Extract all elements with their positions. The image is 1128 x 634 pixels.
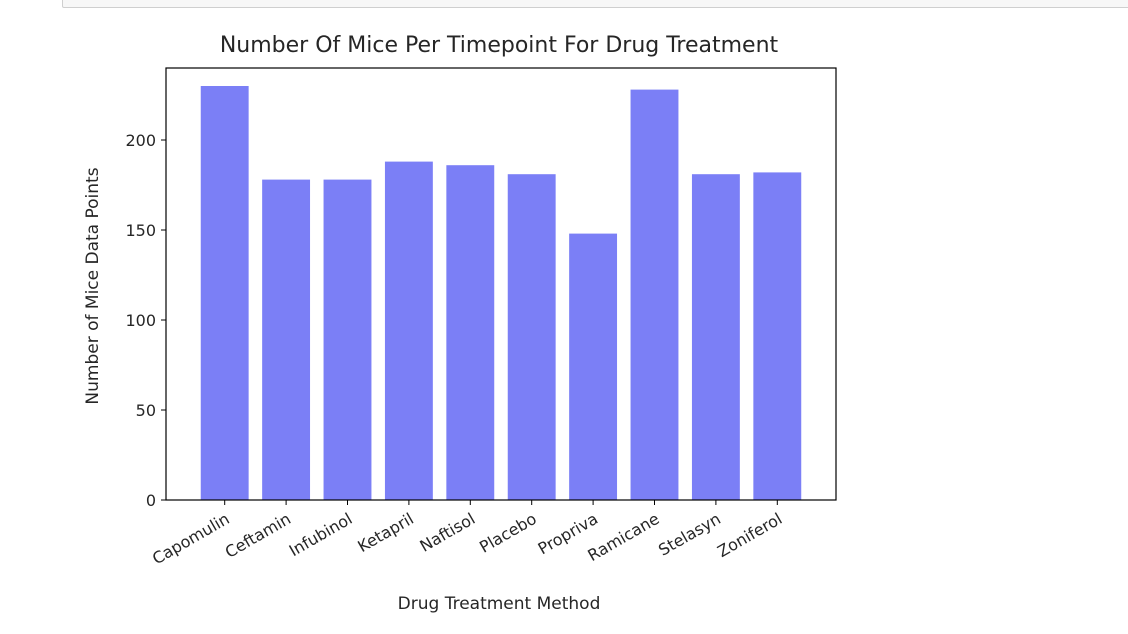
- bars-group: [200, 86, 802, 500]
- x-tick-label: Zoniferol: [714, 509, 785, 561]
- notebook-cell-border: [62, 0, 1128, 8]
- x-tick-label: Infubinol: [286, 509, 356, 560]
- x-tick-label: Stelasyn: [655, 509, 724, 560]
- y-tick-label: 150: [125, 221, 156, 240]
- bar-capomulin: [200, 86, 249, 500]
- x-tick-label: Placebo: [476, 509, 540, 557]
- bar-ketapril: [384, 161, 433, 500]
- plot-frame: [165, 67, 837, 501]
- chart-title: Number Of Mice Per Timepoint For Drug Tr…: [220, 33, 779, 58]
- x-tick-label: Ceftamin: [222, 509, 294, 562]
- bar-naftisol: [446, 165, 495, 500]
- x-axis-label: Drug Treatment Method: [398, 594, 601, 614]
- x-tick-label: Naftisol: [416, 509, 478, 556]
- x-tick-label: Capomulin: [149, 509, 233, 568]
- y-tick-label: 0: [146, 491, 156, 510]
- x-tick-label: Ketapril: [354, 509, 417, 556]
- bar-infubinol: [323, 179, 372, 500]
- y-tick-label: 50: [136, 401, 156, 420]
- bar-ramicane: [630, 89, 679, 500]
- bar-placebo: [507, 174, 556, 500]
- bar-zoniferol: [753, 172, 802, 500]
- bar-stelasyn: [691, 174, 740, 500]
- y-tick-label: 100: [125, 311, 156, 330]
- y-tick-label: 200: [125, 131, 156, 150]
- y-axis-label: Number of Mice Data Points: [83, 167, 103, 404]
- y-axis-ticks: 0 50 100 150 200: [125, 131, 166, 510]
- bar-ceftamin: [262, 179, 311, 500]
- bar-propriva: [569, 233, 618, 500]
